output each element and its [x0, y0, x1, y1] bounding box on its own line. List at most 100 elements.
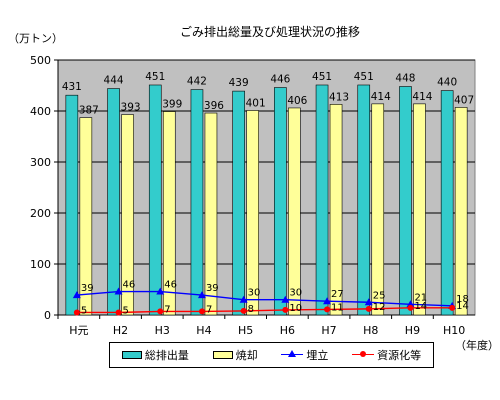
data-label-incineration: 414: [371, 91, 391, 103]
legend-item-landfill: 埋立: [281, 347, 328, 363]
y-tick-label: 0: [44, 309, 51, 322]
x-tick-label: H3: [155, 324, 170, 337]
landfill-marker: [239, 295, 248, 303]
recycling-marker: [282, 306, 289, 313]
legend: 総排出量 焼却 埋立 資源化等: [109, 342, 434, 368]
data-label-total: 451: [145, 71, 165, 83]
bar-total: [357, 84, 371, 316]
bar-incineration: [121, 114, 134, 316]
data-label-recycling: 12: [373, 302, 386, 313]
landfill-marker: [197, 291, 206, 299]
data-label-landfill: 46: [123, 280, 136, 291]
data-label-recycling: 10: [289, 303, 302, 314]
chart-title: ごみ排出総量及び処理状況の推移: [179, 25, 360, 39]
legend-line-recycling-icon: [352, 350, 375, 360]
y-tick-label: 300: [30, 156, 51, 169]
legend-swatch-total: [121, 351, 142, 359]
data-label-landfill: 39: [81, 283, 94, 294]
data-label-incineration: 414: [412, 91, 432, 103]
legend-item-incineration: 焼却: [212, 347, 258, 363]
x-axis-unit: （年度）: [455, 339, 499, 352]
landfill-marker: [72, 291, 81, 299]
y-tick-label: 200: [30, 207, 51, 220]
landfill-marker: [323, 297, 332, 305]
bar-total: [399, 86, 412, 316]
bar-incineration: [329, 104, 343, 316]
x-tick-label: H元: [69, 324, 88, 337]
recycling-marker: [240, 307, 247, 314]
data-label-incineration: 407: [454, 94, 474, 106]
data-label-total: 451: [312, 71, 332, 83]
bar-total: [107, 88, 120, 316]
data-label-landfill: 46: [164, 280, 177, 291]
bar-total: [315, 84, 329, 316]
data-label-incineration: 413: [329, 91, 349, 103]
recycling-marker: [324, 306, 331, 313]
x-tick-label: H9: [405, 324, 420, 337]
legend-swatch-incineration: [212, 351, 233, 359]
x-tick-label: H5: [238, 324, 253, 337]
landfill-line: [76, 290, 453, 307]
data-label-total: 439: [229, 77, 249, 89]
legend-label-landfill: 埋立: [306, 349, 329, 362]
y-tick-label: 500: [30, 54, 51, 67]
recycling-marker: [157, 308, 164, 315]
bar-total: [190, 89, 204, 316]
data-label-recycling: 14: [414, 301, 427, 312]
landfill-marker: [281, 295, 290, 303]
data-label-recycling: 8: [248, 304, 254, 315]
data-label-total: 431: [62, 81, 82, 93]
recycling-marker: [198, 308, 205, 315]
recycling-marker: [365, 305, 372, 312]
data-label-total: 440: [437, 77, 457, 89]
y-tick-label: 100: [30, 258, 51, 271]
data-label-recycling: 11: [331, 302, 344, 313]
data-label-landfill: 21: [414, 292, 427, 303]
data-label-landfill: 30: [289, 288, 302, 299]
x-tick-label: H8: [363, 324, 378, 337]
x-tick-label: H4: [196, 324, 211, 337]
legend-item-total: 総排出量: [121, 347, 189, 363]
bar-incineration: [162, 111, 176, 316]
legend-item-recycling: 資源化等: [352, 347, 421, 363]
data-label-total: 448: [395, 73, 415, 85]
data-label-total: 446: [270, 74, 290, 86]
landfill-marker: [406, 300, 415, 308]
data-label-total: 451: [354, 71, 374, 83]
data-label-recycling: 7: [206, 304, 212, 315]
data-label-recycling: 5: [81, 305, 87, 316]
data-label-landfill: 39: [206, 283, 219, 294]
data-label-landfill: 30: [248, 288, 261, 299]
bar-incineration: [288, 107, 301, 316]
data-label-landfill: 25: [373, 290, 386, 301]
data-label-incineration: 393: [121, 102, 141, 114]
y-axis-unit: （万トン）: [8, 32, 63, 45]
landfill-marker: [156, 287, 165, 295]
bar-total: [274, 87, 287, 316]
data-label-incineration: 387: [79, 105, 99, 117]
data-label-landfill: 27: [331, 289, 344, 300]
recycling-marker: [73, 309, 80, 316]
data-label-incineration: 401: [246, 97, 266, 109]
data-label-landfill: 18: [456, 294, 469, 305]
legend-label-recycling: 資源化等: [377, 349, 422, 362]
bar-total: [148, 84, 162, 316]
bar-incineration: [246, 110, 259, 316]
x-tick-label: H2: [113, 324, 128, 337]
data-label-total: 444: [104, 75, 124, 87]
bar-total: [232, 90, 245, 316]
bar-incineration: [204, 112, 218, 316]
data-label-recycling: 7: [164, 304, 170, 315]
data-label-total: 442: [187, 76, 207, 88]
landfill-marker: [364, 298, 373, 306]
x-tick-label: H10: [443, 324, 465, 337]
recycling-marker: [449, 304, 456, 311]
bar-incineration: [454, 107, 468, 316]
bar-incineration: [79, 117, 93, 316]
x-tick-label: H7: [321, 324, 336, 337]
bar-total: [440, 90, 454, 316]
data-label-incineration: 399: [162, 99, 182, 111]
recycling-line: [76, 307, 453, 314]
